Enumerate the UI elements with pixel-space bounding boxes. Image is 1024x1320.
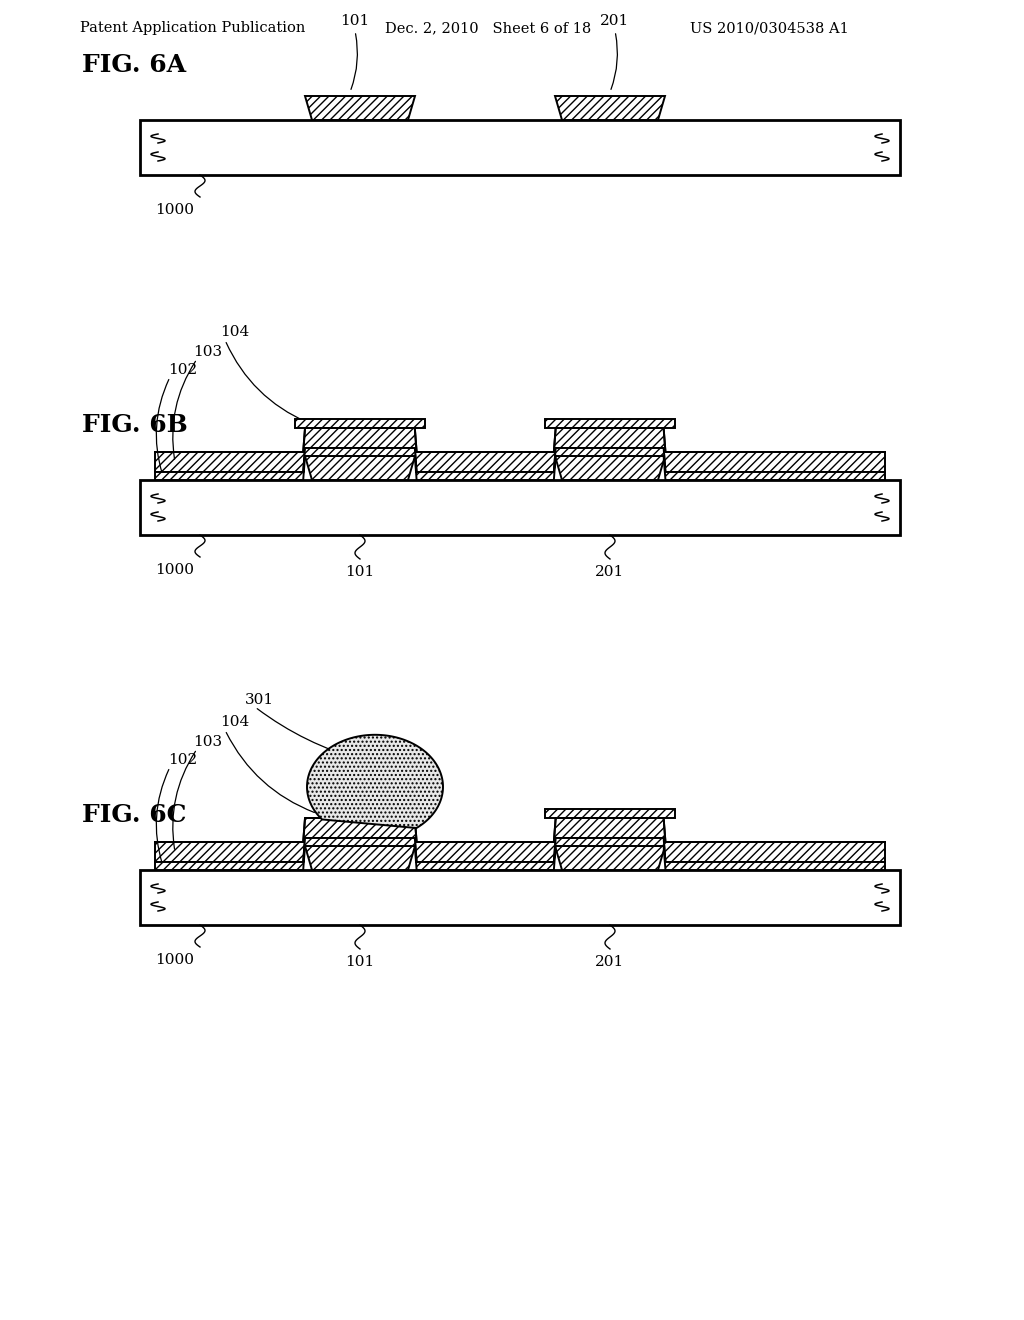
Text: 201: 201 xyxy=(600,15,630,28)
Text: 201: 201 xyxy=(595,565,625,579)
Polygon shape xyxy=(155,818,885,862)
Text: 1000: 1000 xyxy=(156,203,195,216)
Text: US 2010/0304538 A1: US 2010/0304538 A1 xyxy=(690,21,849,36)
Polygon shape xyxy=(305,96,415,120)
Polygon shape xyxy=(295,418,425,428)
Bar xyxy=(140,480,900,535)
Polygon shape xyxy=(555,846,665,870)
Polygon shape xyxy=(307,735,443,828)
Polygon shape xyxy=(545,809,675,818)
Text: FIG. 6A: FIG. 6A xyxy=(82,53,186,77)
Text: 103: 103 xyxy=(193,345,222,359)
Text: 1000: 1000 xyxy=(156,953,195,968)
Polygon shape xyxy=(155,428,885,473)
Text: Dec. 2, 2010   Sheet 6 of 18: Dec. 2, 2010 Sheet 6 of 18 xyxy=(385,21,591,36)
Polygon shape xyxy=(305,455,415,480)
Polygon shape xyxy=(555,455,665,480)
Polygon shape xyxy=(305,846,415,870)
Polygon shape xyxy=(155,447,885,480)
Text: 101: 101 xyxy=(345,565,375,579)
Text: 104: 104 xyxy=(220,325,249,339)
Text: 103: 103 xyxy=(193,735,222,748)
Text: FIG. 6B: FIG. 6B xyxy=(82,413,187,437)
Text: 102: 102 xyxy=(168,752,198,767)
Text: Patent Application Publication: Patent Application Publication xyxy=(80,21,305,36)
Polygon shape xyxy=(155,838,885,870)
Text: FIG. 6C: FIG. 6C xyxy=(82,803,186,828)
Polygon shape xyxy=(545,418,675,428)
Bar xyxy=(140,870,900,925)
Text: 201: 201 xyxy=(595,954,625,969)
Bar xyxy=(140,120,900,176)
Text: 102: 102 xyxy=(168,363,198,378)
Text: 104: 104 xyxy=(220,715,249,729)
Text: 101: 101 xyxy=(345,954,375,969)
Text: 101: 101 xyxy=(340,15,370,28)
Polygon shape xyxy=(555,96,665,120)
Text: 1000: 1000 xyxy=(156,564,195,577)
Text: 301: 301 xyxy=(245,693,274,708)
